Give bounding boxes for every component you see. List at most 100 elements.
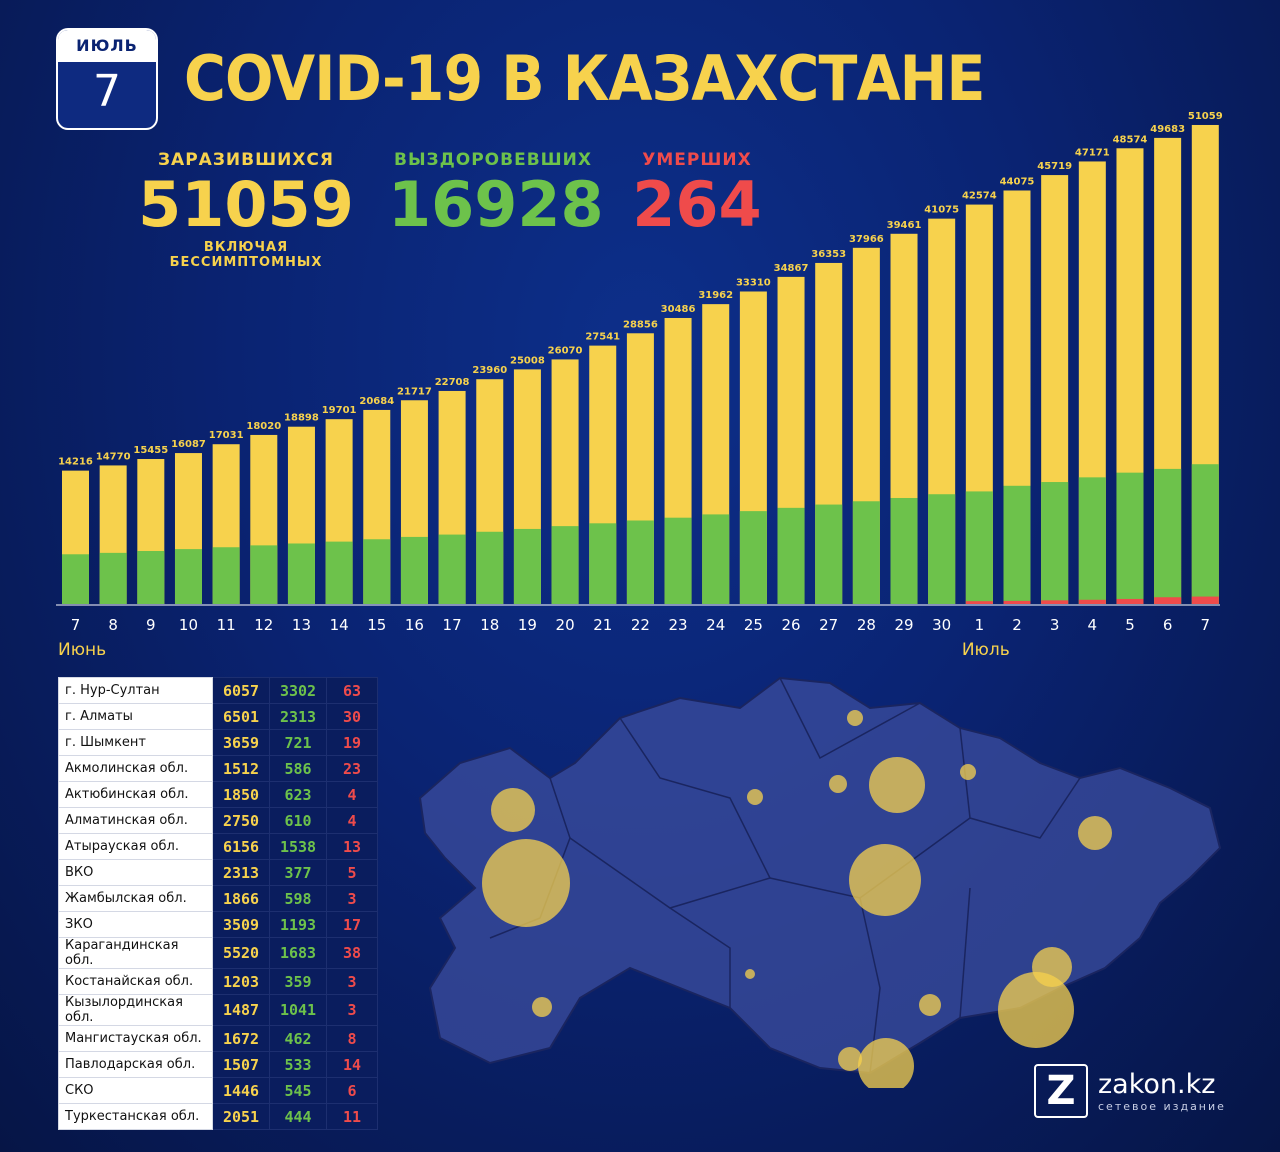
deaths-value: 264 <box>632 168 762 241</box>
bar-value-label: 18898 <box>284 413 319 424</box>
region-name: Акмолинская обл. <box>58 755 213 782</box>
month-label: Июнь <box>58 640 107 660</box>
region-name: Павлодарская обл. <box>58 1051 213 1078</box>
region-deaths: 3 <box>326 968 378 995</box>
deaths-stat: УМЕРШИХ 264 <box>622 150 772 240</box>
region-name: Кызылординская обл. <box>58 994 213 1026</box>
region-deaths: 4 <box>326 781 378 808</box>
map-bubble <box>745 969 755 979</box>
x-tick-label: 29 <box>894 616 913 634</box>
date-calendar-badge: ИЮЛЬ 7 <box>56 28 158 130</box>
bar-value-label: 20684 <box>359 396 394 407</box>
region-recovered: 1538 <box>269 833 327 860</box>
table-row: Жамбылская обл. 1866 598 3 <box>58 885 378 912</box>
region-recovered: 721 <box>269 729 327 756</box>
region-infected: 1850 <box>212 781 270 808</box>
region-name: Актюбинская обл. <box>58 781 213 808</box>
region-infected: 1866 <box>212 885 270 912</box>
x-tick-label: 6 <box>1163 616 1173 634</box>
infected-value: 51059 <box>138 168 354 241</box>
logo-name: zakon.kz <box>1098 1068 1216 1100</box>
bar-recovered <box>250 545 278 604</box>
bar-value-label: 14216 <box>58 457 93 468</box>
table-row: Туркестанская обл. 2051 444 11 <box>58 1103 378 1130</box>
table-row: г. Шымкент 3659 721 19 <box>58 729 378 756</box>
bar-recovered <box>62 554 89 604</box>
bar-deaths <box>1191 596 1219 604</box>
x-tick-label: 4 <box>1088 616 1098 634</box>
bar-value-label: 34867 <box>774 263 809 274</box>
bar-deaths <box>1078 599 1106 604</box>
table-row: Актюбинская обл. 1850 623 4 <box>58 781 378 808</box>
bar-value-label: 48574 <box>1113 134 1148 145</box>
bar-recovered <box>852 501 880 604</box>
x-tick-label: 22 <box>631 616 650 634</box>
map-bubble <box>838 1047 862 1071</box>
x-tick-label: 25 <box>744 616 763 634</box>
bar-recovered <box>1191 464 1219 604</box>
map-bubble <box>998 972 1074 1048</box>
x-tick-label: 19 <box>518 616 537 634</box>
bar-value-label: 49683 <box>1150 124 1185 135</box>
map-bubble <box>829 775 847 793</box>
infected-note: ВКЛЮЧАЯ БЕССИМПТОМНЫХ <box>169 240 323 270</box>
bar-recovered <box>287 543 315 604</box>
bar-value-label: 42574 <box>962 191 997 202</box>
x-tick-label: 3 <box>1050 616 1060 634</box>
x-tick-label: 10 <box>179 616 198 634</box>
bar-value-label: 19701 <box>322 405 357 416</box>
bar-recovered <box>1154 468 1182 604</box>
region-deaths: 14 <box>326 1051 378 1078</box>
region-deaths: 3 <box>326 994 378 1026</box>
x-tick-label: 11 <box>217 616 236 634</box>
x-tick-label: 20 <box>556 616 575 634</box>
region-recovered: 444 <box>269 1103 327 1130</box>
region-deaths: 23 <box>326 755 378 782</box>
table-row: ВКО 2313 377 5 <box>58 859 378 886</box>
region-infected: 6501 <box>212 703 270 730</box>
bar-value-label: 27541 <box>585 332 620 343</box>
bar-recovered <box>1116 472 1144 604</box>
bar-value-label: 22708 <box>435 377 470 388</box>
bar-recovered <box>589 523 617 604</box>
region-name: Атырауская обл. <box>58 833 213 860</box>
bar-recovered <box>400 536 428 604</box>
region-infected: 1487 <box>212 994 270 1026</box>
recovered-stat: ВЫЗДОРОВЕВШИХ 16928 <box>388 150 604 240</box>
bar-value-label: 15455 <box>133 445 168 456</box>
table-row: Костанайская обл. 1203 359 3 <box>58 968 378 995</box>
recovered-label: ВЫЗДОРОВЕВШИХ <box>393 150 593 170</box>
region-deaths: 38 <box>326 937 378 969</box>
bar-value-label: 31962 <box>698 290 733 301</box>
map-bubble <box>869 757 925 813</box>
bar-recovered <box>664 517 692 604</box>
map-bubble <box>960 764 976 780</box>
region-name: Костанайская обл. <box>58 968 213 995</box>
region-recovered: 545 <box>269 1077 327 1104</box>
x-tick-label: 7 <box>1201 616 1211 634</box>
x-tick-label: 12 <box>254 616 273 634</box>
region-deaths: 63 <box>326 677 378 704</box>
x-tick-label: 26 <box>781 616 800 634</box>
map-bubble <box>858 1038 914 1088</box>
x-tick-label: 14 <box>330 616 349 634</box>
page-title: COVID-19 В КАЗАХСТАНЕ <box>184 42 985 115</box>
x-tick-label: 2 <box>1012 616 1022 634</box>
region-recovered: 598 <box>269 885 327 912</box>
region-deaths: 13 <box>326 833 378 860</box>
region-recovered: 1193 <box>269 911 327 938</box>
region-deaths: 5 <box>326 859 378 886</box>
bar-recovered <box>476 531 504 604</box>
bar-value-label: 37966 <box>849 234 884 245</box>
region-infected: 2051 <box>212 1103 270 1130</box>
x-tick-label: 16 <box>405 616 424 634</box>
table-row: СКО 1446 545 6 <box>58 1077 378 1104</box>
bar-recovered <box>702 514 730 604</box>
zakon-z-icon: Z <box>1034 1064 1088 1118</box>
bar-value-label: 28856 <box>623 319 658 330</box>
x-tick-label: 5 <box>1125 616 1135 634</box>
table-row: Кызылординская обл. 1487 1041 3 <box>58 994 378 1026</box>
region-deaths: 8 <box>326 1025 378 1052</box>
x-tick-label: 15 <box>367 616 386 634</box>
map-bubble <box>532 997 552 1017</box>
